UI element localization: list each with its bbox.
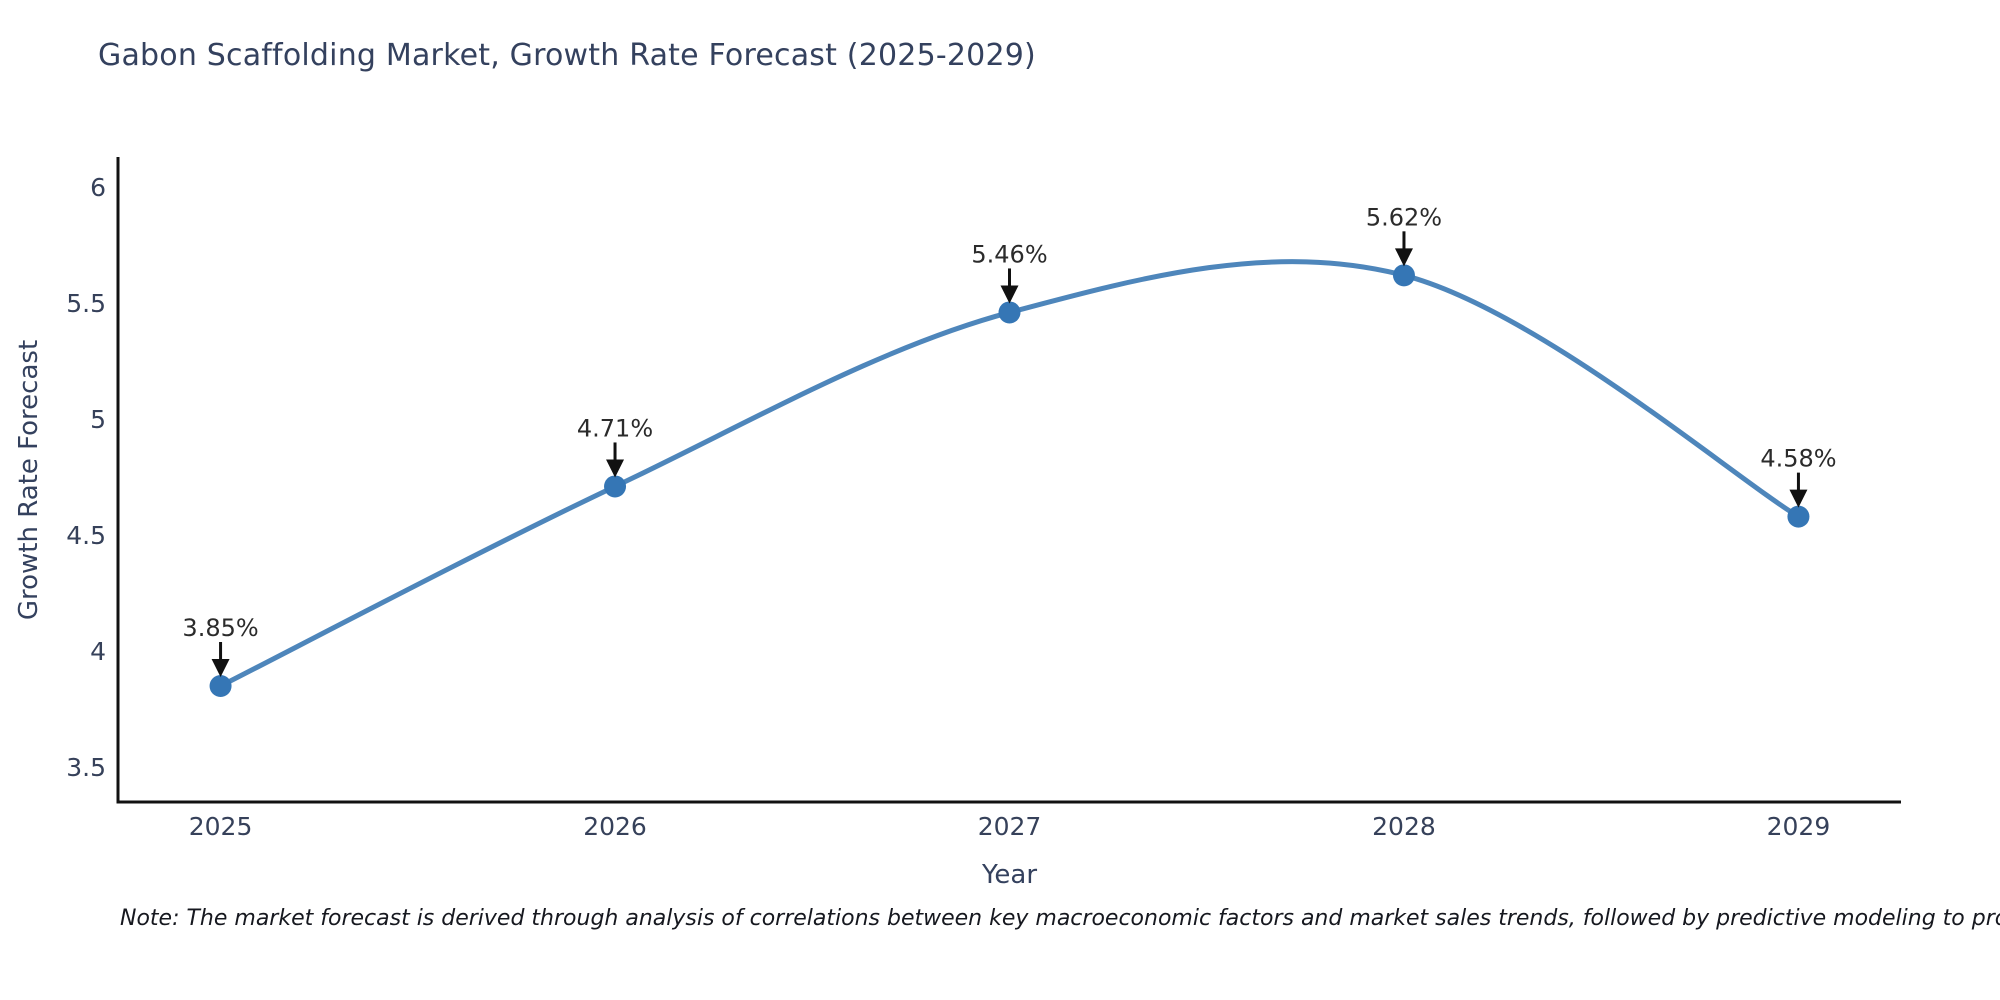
- axis-lines: [116, 157, 1901, 804]
- y-tick-label: 5.5: [66, 289, 106, 318]
- y-tick-label: 4.5: [66, 521, 106, 550]
- footnote: Note: The market forecast is derived thr…: [120, 906, 2000, 931]
- y-tick-label: 4: [90, 637, 106, 666]
- y-tick-label: 3.5: [66, 753, 106, 782]
- y-tick-label: 5: [90, 405, 106, 434]
- annotation-label: 4.58%: [1760, 445, 1836, 473]
- annotation-arrow-head: [1789, 489, 1808, 508]
- x-tick-label: 2029: [1767, 812, 1831, 841]
- x-tick-label: 2027: [978, 812, 1042, 841]
- x-tick-label: 2026: [583, 812, 647, 841]
- annotation-label: 3.85%: [182, 614, 258, 642]
- annotation-label: 4.71%: [577, 414, 653, 442]
- annotation-arrow-head: [606, 459, 625, 478]
- data-point-marker-2027: [998, 301, 1021, 324]
- data-point-marker-2028: [1392, 264, 1415, 287]
- x-axis-title: Year: [981, 860, 1038, 890]
- data-point-marker-2025: [209, 674, 232, 697]
- annotation-arrow-head: [1000, 285, 1019, 304]
- chart-title: Gabon Scaffolding Market, Growth Rate Fo…: [98, 38, 1036, 73]
- annotation-label: 5.46%: [971, 240, 1047, 268]
- x-tick-label: 2025: [189, 812, 253, 841]
- annotation-arrow-head: [211, 658, 230, 677]
- data-point-marker-2026: [604, 475, 627, 498]
- y-axis-title: Growth Rate Forecast: [14, 339, 44, 621]
- y-tick-label: 6: [90, 173, 106, 202]
- x-tick-label: 2028: [1372, 812, 1436, 841]
- annotation-label: 5.62%: [1366, 203, 1442, 231]
- trend-line: [218, 259, 1801, 689]
- data-point-marker-2029: [1787, 505, 1810, 528]
- annotation-arrow-head: [1394, 248, 1413, 267]
